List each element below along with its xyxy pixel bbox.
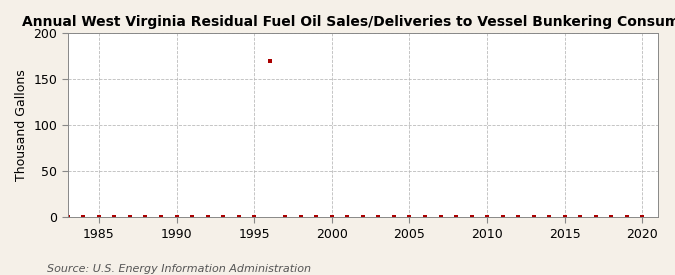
Text: Source: U.S. Energy Information Administration: Source: U.S. Energy Information Administ… — [47, 264, 311, 274]
Y-axis label: Thousand Gallons: Thousand Gallons — [15, 69, 28, 181]
Title: Annual West Virginia Residual Fuel Oil Sales/Deliveries to Vessel Bunkering Cons: Annual West Virginia Residual Fuel Oil S… — [22, 15, 675, 29]
